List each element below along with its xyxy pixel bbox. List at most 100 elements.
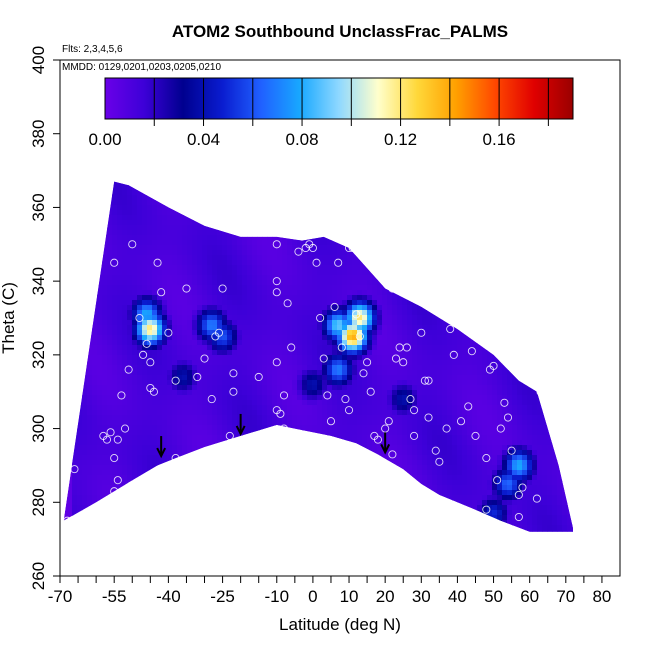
field-cell (397, 385, 403, 391)
field-cell (152, 490, 158, 496)
field-cell (272, 500, 278, 506)
field-cell (217, 215, 223, 221)
field-cell (222, 535, 227, 540)
field-cell (227, 270, 233, 276)
field-cell (192, 190, 198, 196)
field-cell (312, 420, 318, 426)
field-cell (392, 260, 398, 266)
field-cell (187, 385, 193, 391)
field-cell (182, 385, 188, 391)
field-cell (367, 240, 373, 246)
field-cell (137, 210, 143, 216)
field-cell (237, 330, 243, 336)
field-cell (212, 315, 218, 321)
field-cell (97, 490, 103, 496)
field-cell (117, 230, 123, 236)
field-cell (212, 445, 218, 451)
field-cell (147, 470, 153, 476)
field-cell (357, 375, 363, 381)
field-cell (267, 500, 273, 506)
field-cell (207, 285, 213, 291)
field-cell (172, 405, 178, 411)
field-cell (82, 365, 88, 371)
field-cell (222, 315, 228, 321)
field-cell (412, 510, 418, 516)
field-cell (187, 185, 193, 191)
field-cell (292, 500, 298, 506)
field-cell (312, 270, 318, 276)
field-cell (162, 295, 168, 301)
field-cell (392, 190, 398, 196)
field-cell (197, 500, 203, 506)
field-cell (87, 350, 93, 356)
field-cell (412, 270, 418, 276)
field-cell (357, 185, 363, 191)
field-cell (312, 195, 318, 201)
field-cell (97, 460, 103, 466)
field-cell (77, 220, 83, 226)
field-cell (222, 370, 228, 376)
field-cell (327, 485, 333, 491)
field-cell (392, 255, 398, 261)
field-cell (152, 405, 158, 411)
field-cell (232, 225, 238, 231)
field-cell (347, 295, 353, 301)
field-cell (97, 265, 103, 271)
field-cell (72, 220, 78, 226)
field-cell (282, 380, 288, 386)
field-cell (222, 410, 228, 416)
field-cell (362, 325, 368, 331)
field-cell (322, 365, 328, 371)
field-cell (342, 315, 348, 321)
field-cell (317, 240, 323, 246)
field-cell (382, 385, 388, 391)
field-cell (397, 330, 403, 336)
field-cell (262, 270, 268, 276)
field-cell (337, 305, 343, 311)
field-cell (187, 475, 193, 481)
field-cell (122, 380, 128, 386)
field-cell (317, 315, 323, 321)
field-cell (232, 230, 238, 236)
field-cell (232, 460, 238, 466)
field-cell (252, 340, 258, 346)
field-cell (97, 365, 103, 371)
field-cell (317, 235, 323, 241)
field-cell (207, 290, 213, 296)
field-cell (187, 190, 193, 196)
field-cell (167, 181, 173, 186)
field-cell (412, 530, 418, 532)
field-cell (142, 485, 148, 491)
field-cell (257, 325, 263, 331)
field-cell (72, 225, 78, 231)
field-cell (307, 280, 313, 286)
field-cell (132, 455, 138, 461)
field-cell (222, 440, 228, 446)
field-cell (102, 515, 108, 521)
field-cell (272, 280, 278, 286)
field-cell (152, 235, 158, 241)
field-cell (362, 350, 368, 356)
field-cell (272, 445, 278, 451)
field-cell (342, 295, 348, 301)
field-cell (202, 305, 208, 311)
field-cell (112, 280, 118, 286)
field-cell (392, 490, 398, 496)
field-cell (227, 320, 233, 326)
field-cell (347, 220, 353, 226)
field-cell (132, 420, 138, 426)
field-cell (397, 350, 403, 356)
field-cell (252, 450, 258, 456)
field-cell (372, 185, 378, 191)
field-cell (207, 315, 213, 321)
field-cell (327, 181, 333, 186)
field-cell (412, 285, 418, 291)
field-cell (162, 210, 168, 216)
field-cell (337, 295, 343, 301)
field-cell (287, 190, 293, 196)
field-cell (387, 365, 393, 371)
field-cell (317, 190, 323, 196)
field-cell (182, 465, 188, 471)
field-cell (352, 320, 358, 326)
field-cell (122, 265, 128, 271)
